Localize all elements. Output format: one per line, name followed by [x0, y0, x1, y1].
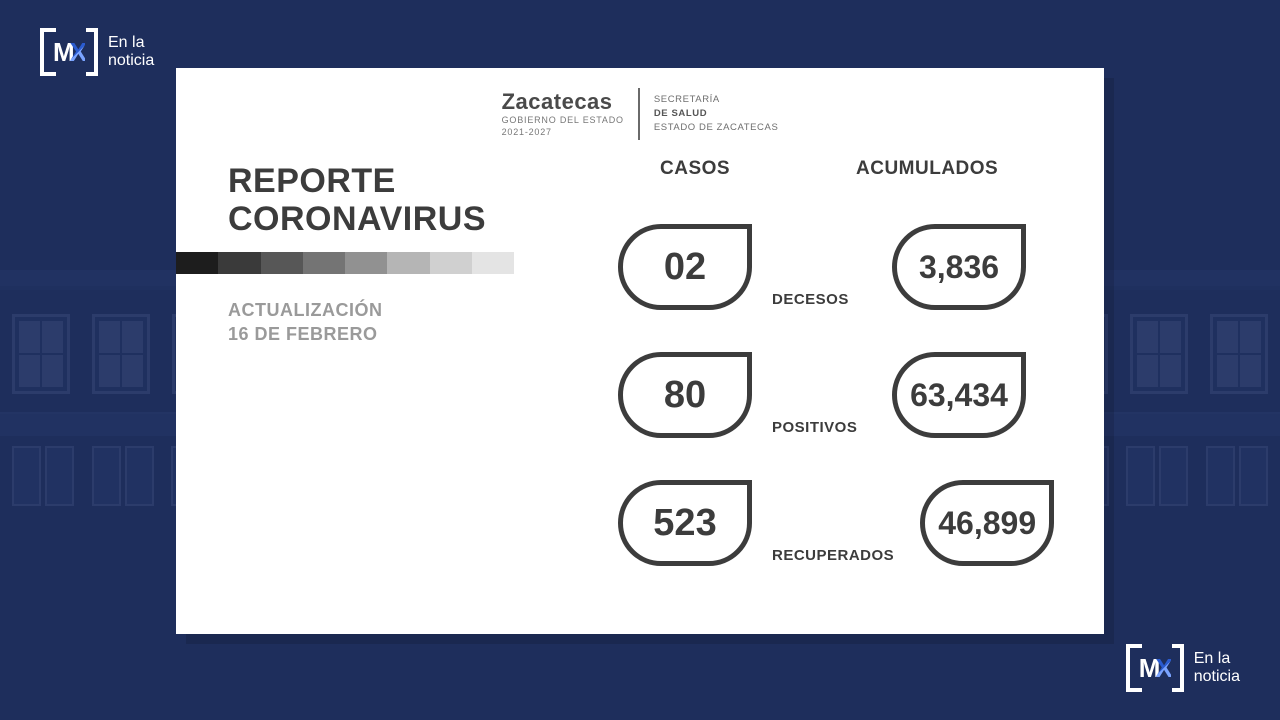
drop-decesos-acum: 3,836: [892, 224, 1026, 310]
row-label-decesos: DECESOS: [752, 291, 872, 310]
column-header-casos: CASOS: [660, 158, 730, 180]
logo-top-left: MX En la noticia: [40, 28, 154, 76]
card-header: Zacatecas GOBIERNO DEL ESTADO 2021-2027 …: [176, 68, 1104, 154]
logo-text-line2: noticia: [1194, 668, 1240, 686]
report-card: Zacatecas GOBIERNO DEL ESTADO 2021-2027 …: [176, 68, 1104, 634]
update-label-line2: 16 DE FEBRERO: [228, 322, 598, 346]
gradient-bar: [176, 252, 514, 274]
row-label-recuperados: RECUPERADOS: [752, 547, 900, 566]
row-positivos: 80 POSITIVOS 63,434: [598, 338, 1070, 438]
report-title-line1: REPORTE: [228, 162, 598, 200]
drop-positivos-acum: 63,434: [892, 352, 1026, 438]
report-title-line2: CORONAVIRUS: [228, 200, 598, 238]
logo-bottom-right: MX En la noticia: [1126, 644, 1240, 692]
drop-recuperados-casos: 523: [618, 480, 752, 566]
drop-positivos-casos: 80: [618, 352, 752, 438]
row-decesos: 02 DECESOS 3,836: [598, 210, 1070, 310]
header-secr-line1: SECRETARÍA: [654, 93, 779, 107]
row-recuperados: 523 RECUPERADOS 46,899: [598, 466, 1070, 566]
column-header-acumulados: ACUMULADOS: [856, 158, 998, 180]
logo-text-line1: En la: [1194, 650, 1240, 668]
update-label-line1: ACTUALIZACIÓN: [228, 298, 598, 322]
drop-recuperados-acum: 46,899: [920, 480, 1054, 566]
logo-bracket-icon: MX: [1126, 644, 1184, 692]
logo-bracket-icon: MX: [40, 28, 98, 76]
header-secr-line3: ESTADO DE ZACATECAS: [654, 121, 779, 135]
logo-text-line1: En la: [108, 34, 154, 52]
logo-text-line2: noticia: [108, 52, 154, 70]
drop-decesos-casos: 02: [618, 224, 752, 310]
row-label-positivos: POSITIVOS: [752, 419, 872, 438]
header-gov-line1: GOBIERNO DEL ESTADO: [502, 115, 624, 127]
header-state: Zacatecas: [502, 89, 624, 115]
header-separator: [638, 88, 640, 140]
header-secr-line2: DE SALUD: [654, 107, 779, 121]
header-gov-line2: 2021-2027: [502, 127, 624, 139]
